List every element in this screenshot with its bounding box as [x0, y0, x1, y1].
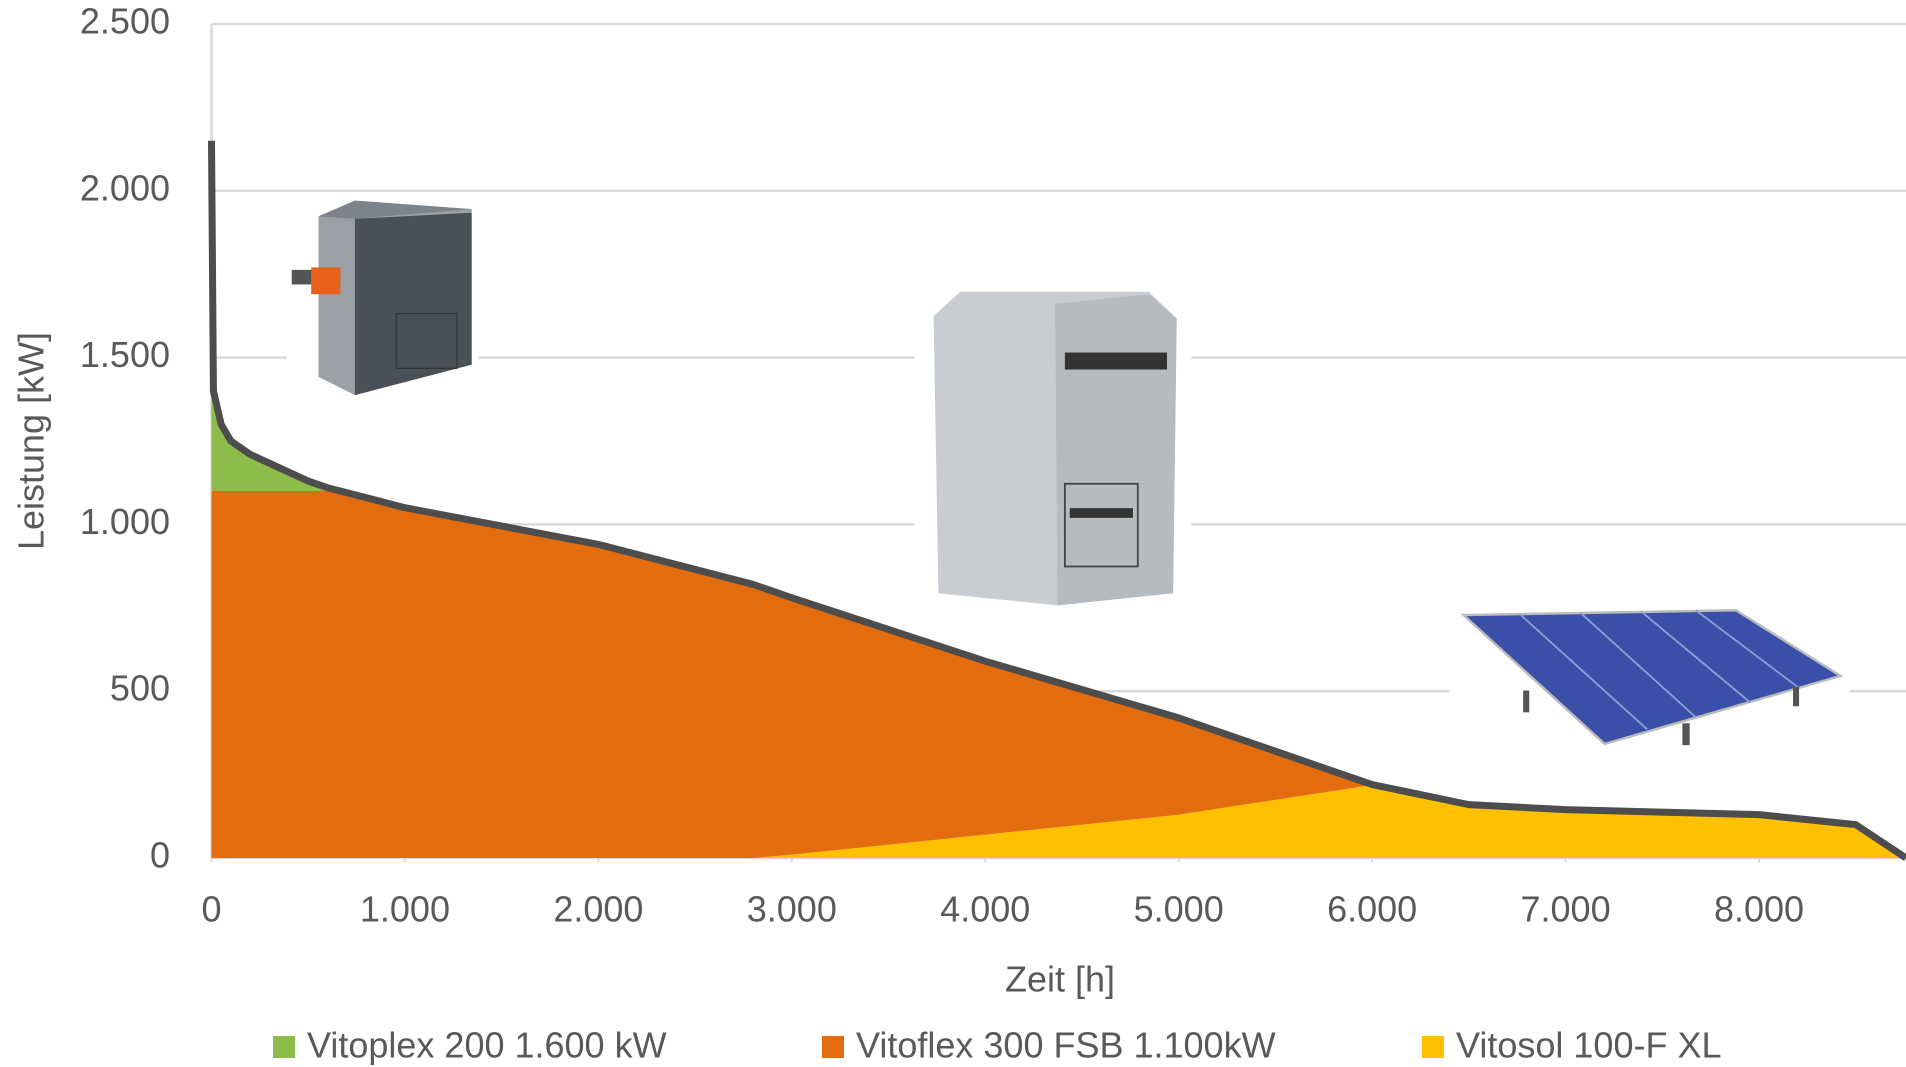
x-tick-label: 6.000: [1327, 889, 1417, 930]
legend-label: Vitosol 100-F XL: [1456, 1025, 1721, 1066]
x-tick-label: 1.000: [360, 889, 450, 930]
x-tick-label: 8.000: [1714, 889, 1804, 930]
y-tick-label: 1.000: [80, 501, 170, 542]
legend: Vitoplex 200 1.600 kW Vitoflex 300 FSB 1.…: [273, 1025, 1721, 1066]
boiler-image-2: [914, 282, 1191, 610]
solar-panel-image: [1449, 605, 1850, 751]
x-tick-label: 2.000: [553, 889, 643, 930]
y-axis-title: Leistung [kW]: [11, 332, 52, 550]
x-tick-label: 4.000: [940, 889, 1030, 930]
x-tick-label: 5.000: [1134, 889, 1224, 930]
chart: Zeit [h] Leistung [kW] 0 500 1.000 1.500 2.0…: [0, 0, 1906, 1067]
legend-label: Vitoflex 300 FSB 1.100kW: [856, 1025, 1276, 1066]
legend-swatch: [822, 1036, 844, 1058]
x-tick-label: 7.000: [1521, 889, 1611, 930]
y-tick-label: 2.500: [80, 1, 170, 42]
x-tick-label: 0: [201, 889, 221, 930]
legend-label: Vitoplex 200 1.600 kW: [307, 1025, 667, 1066]
y-tick-label: 500: [110, 668, 170, 709]
x-tick-label: 3.000: [747, 889, 837, 930]
y-tick-label: 1.500: [80, 334, 170, 375]
y-tick-label: 2.000: [80, 167, 170, 208]
legend-swatch: [1422, 1036, 1444, 1058]
page: Zeit [h] Leistung [kW] 0 500 1.000 1.500 2.0…: [0, 0, 1906, 1067]
x-axis-title: Zeit [h]: [1005, 959, 1115, 1000]
y-tick-label: 0: [150, 835, 170, 876]
boiler-image-1: [287, 192, 479, 399]
legend-swatch: [273, 1036, 295, 1058]
